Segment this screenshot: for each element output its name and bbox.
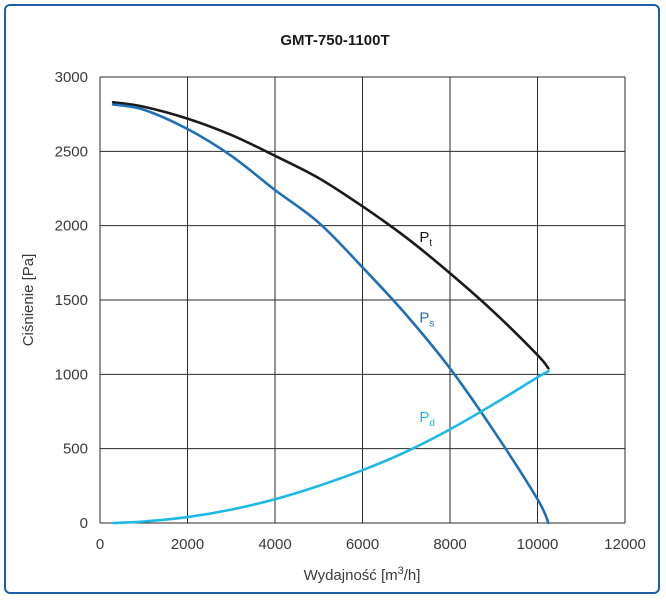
y-axis-ticks: 0 500 1000 1500 2000 2500 3000 — [55, 69, 88, 532]
curve-label-pt: Pt — [419, 229, 432, 249]
curve-ps — [111, 103, 550, 525]
y-tick-label-1: 500 — [63, 441, 88, 458]
x-tick-label-1: 2000 — [171, 536, 204, 553]
curve-label-main: P — [419, 409, 429, 426]
y-tick-label-0: 0 — [80, 515, 88, 532]
grid — [99, 76, 626, 524]
x-tick-label-5: 10000 — [517, 536, 559, 553]
y-tick-label-6: 3000 — [55, 69, 88, 86]
x-axis-label-text: Wydajność [m — [304, 567, 398, 584]
y-tick-label-2: 1000 — [55, 366, 88, 383]
curve-label-pd: Pd — [419, 409, 435, 429]
curve-pt — [111, 100, 550, 370]
curve-label-subscript: s — [429, 318, 434, 329]
y-axis-label: Ciśnienie [Pa] — [20, 254, 37, 347]
curve-label-main: P — [419, 309, 429, 326]
curve-label-subscript: t — [429, 238, 432, 249]
x-tick-label-6: 12000 — [604, 536, 646, 553]
chart-title: GMT-750-1100T — [280, 32, 389, 49]
x-axis-label-sup: 3 — [398, 565, 404, 577]
x-axis-label-end: /h] — [404, 567, 421, 584]
curve-pd — [111, 370, 550, 525]
curves — [111, 100, 550, 525]
x-tick-label-0: 0 — [96, 536, 104, 553]
y-tick-label-4: 2000 — [55, 218, 88, 235]
curve-label-main: P — [419, 229, 429, 246]
x-tick-label-2: 4000 — [258, 536, 291, 553]
curve-label-ps: Ps — [419, 309, 434, 329]
x-tick-label-3: 6000 — [346, 536, 379, 553]
y-tick-label-3: 1500 — [55, 292, 88, 309]
x-axis-ticks: 0 2000 4000 6000 8000 10000 12000 — [96, 536, 646, 553]
x-axis-label: Wydajność [m3/h] — [304, 565, 421, 584]
x-tick-label-4: 8000 — [433, 536, 466, 553]
curve-label-subscript: d — [429, 418, 435, 429]
chart-frame — [4, 4, 660, 594]
y-tick-label-5: 2500 — [55, 143, 88, 160]
